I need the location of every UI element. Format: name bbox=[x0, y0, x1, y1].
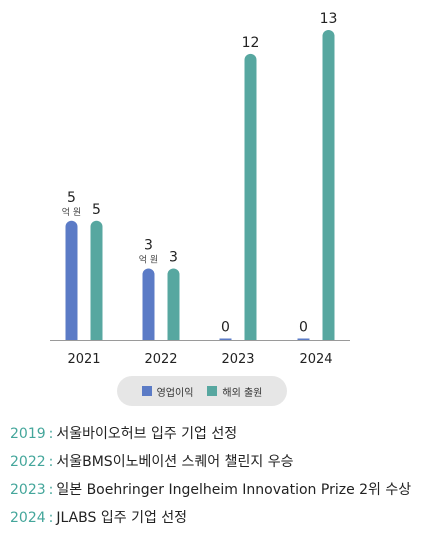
x-tick-label: 2022 bbox=[144, 352, 177, 367]
milestone-item: 2023: 일본 Boehringer Ingelheim Innovation … bbox=[10, 482, 412, 498]
milestone-text: 일본 Boehringer Ingelheim Innovation Prize… bbox=[56, 482, 412, 498]
x-tick-label: 2023 bbox=[221, 352, 254, 367]
data-label: 0 bbox=[221, 320, 230, 336]
legend-label-operating-profit: 영업이익 bbox=[156, 387, 194, 399]
milestone-year: 2023 bbox=[10, 482, 46, 498]
bar-base bbox=[142, 334, 155, 340]
bar-overseas-filing bbox=[90, 220, 103, 340]
unit-label: 억 원 bbox=[62, 206, 81, 218]
legend-swatch-operating-profit bbox=[141, 386, 152, 396]
bar-overseas-filing bbox=[244, 53, 257, 340]
bar-base bbox=[65, 334, 78, 340]
data-label: 3 bbox=[169, 249, 178, 265]
milestone-list: 2019: 서울바이오허브 입주 기업 선정 2022: 서울BMS이노베이션 스퀘… bbox=[10, 424, 411, 536]
bar-overseas-filing bbox=[167, 268, 180, 340]
bar-operating-profit bbox=[65, 220, 78, 340]
legend-swatch-overseas-filing bbox=[207, 386, 218, 396]
milestone-item: 2022: 서울BMS이노베이션 스퀘어 챌린지 우승 bbox=[10, 454, 294, 470]
milestone-text: JLABS 입주 기업 선정 bbox=[56, 510, 188, 526]
milestone-year: 2022 bbox=[10, 454, 46, 470]
bar-operating-profit bbox=[297, 338, 310, 340]
data-label: 5 bbox=[92, 202, 101, 218]
unit-label: 억 원 bbox=[139, 253, 158, 265]
chart-legend: 영업이익 해외 출원 bbox=[117, 376, 287, 406]
milestone-year: 2019 bbox=[10, 426, 46, 442]
legend-item-operating-profit: 영업이익 bbox=[141, 384, 194, 399]
milestone-item: 2019: 서울바이오허브 입주 기업 선정 bbox=[10, 426, 238, 442]
bar-overseas-filing bbox=[322, 30, 335, 340]
milestone-item: 2024: JLABS 입주 기업 선정 bbox=[10, 510, 188, 526]
milestone-text: 서울바이오허브 입주 기업 선정 bbox=[56, 426, 238, 442]
x-tick-label: 2021 bbox=[67, 352, 100, 367]
data-label: 13 bbox=[320, 11, 338, 27]
bar-base bbox=[244, 334, 257, 340]
legend-label-overseas-filing: 해외 출원 bbox=[222, 387, 263, 399]
data-label: 0 bbox=[299, 320, 308, 336]
bar-base bbox=[167, 334, 180, 340]
data-label: 12 bbox=[242, 35, 260, 51]
milestone-year: 2024 bbox=[10, 510, 46, 526]
data-label: 3 bbox=[144, 237, 153, 253]
bar-base bbox=[322, 334, 335, 340]
x-tick-label: 2024 bbox=[299, 352, 332, 367]
bar-operating-profit bbox=[219, 338, 232, 340]
bar-operating-profit bbox=[142, 268, 155, 340]
bar-base bbox=[90, 334, 103, 340]
milestone-text: 서울BMS이노베이션 스퀘어 챌린지 우승 bbox=[56, 454, 294, 470]
legend-item-overseas-filing: 해외 출원 bbox=[207, 384, 262, 399]
data-label: 5 bbox=[67, 190, 76, 206]
